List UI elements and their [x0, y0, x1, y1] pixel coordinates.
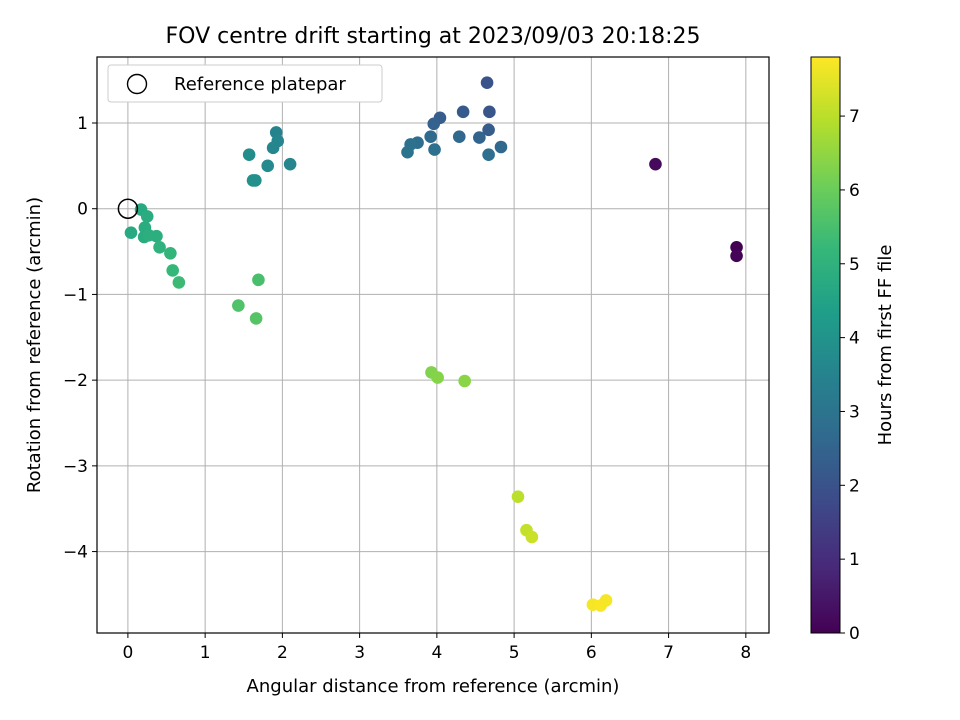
y-tick-label: −3	[63, 457, 88, 477]
data-point	[649, 157, 662, 171]
data-point	[482, 148, 495, 162]
data-point	[482, 123, 495, 137]
data-point	[458, 374, 471, 388]
data-point	[172, 276, 186, 289]
x-tick-label: 7	[663, 643, 674, 663]
data-point	[166, 264, 179, 277]
data-point	[525, 530, 539, 544]
colorbar-tick-label: 1	[849, 550, 860, 570]
y-tick-label: 0	[77, 200, 88, 220]
colorbar-tick-label: 7	[849, 107, 860, 127]
data-point	[232, 299, 245, 312]
data-point	[480, 76, 494, 90]
y-axis-label: Rotation from reference (arcmin)	[24, 197, 45, 493]
data-point	[452, 130, 466, 144]
data-point	[153, 240, 166, 254]
x-tick-label: 5	[509, 643, 520, 663]
colorbar-tick-label: 0	[849, 624, 860, 644]
data-point	[424, 130, 437, 144]
grid-lines	[97, 57, 769, 633]
y-tick-label: −2	[63, 371, 88, 391]
data-points	[124, 76, 743, 612]
legend: Reference platepar	[107, 64, 383, 103]
legend-entry-reference: Reference platepar	[174, 74, 346, 95]
data-point	[494, 140, 508, 154]
x-tick-label: 6	[586, 643, 597, 663]
colorbar-ticks: 0 1 2 3 4 5 6 7	[840, 107, 860, 644]
colorbar-tick-label: 3	[849, 402, 860, 422]
data-point	[456, 105, 470, 119]
data-point	[252, 273, 265, 287]
x-axis-label: Angular distance from reference (arcmin)	[247, 676, 620, 697]
data-point	[428, 143, 441, 156]
legend-reference-marker	[126, 73, 148, 95]
y-tick-label: 1	[77, 114, 88, 134]
colorbar-gradient	[810, 56, 841, 634]
legend-box	[107, 64, 383, 103]
data-point	[266, 141, 280, 155]
y-tick-label: −1	[63, 285, 88, 305]
data-point	[401, 145, 414, 159]
x-tick-label: 0	[122, 643, 133, 663]
data-point	[249, 174, 262, 187]
data-point	[427, 117, 441, 131]
data-point	[431, 371, 444, 384]
colorbar-tick-label: 2	[849, 476, 860, 496]
data-point	[511, 490, 525, 504]
data-point	[249, 312, 263, 325]
x-tick-label: 3	[354, 643, 365, 663]
data-point	[483, 105, 496, 119]
data-point	[242, 148, 256, 162]
data-point	[142, 228, 156, 242]
data-point	[261, 159, 275, 173]
plot-frame	[96, 56, 770, 634]
data-point	[124, 226, 138, 240]
reference-platepar-marker	[117, 198, 139, 219]
reference-marker-layer	[117, 198, 139, 219]
data-point	[730, 249, 743, 263]
data-point	[473, 131, 486, 144]
x-ticks: 0 1 2 3 4 5 6 7 8	[122, 633, 751, 663]
data-point	[140, 210, 154, 223]
data-point	[283, 157, 297, 171]
x-tick-label: 8	[740, 643, 751, 663]
chart-title: FOV centre drift starting at 2023/09/03 …	[166, 24, 701, 49]
x-tick-label: 4	[431, 643, 442, 663]
data-point	[164, 246, 177, 260]
colorbar-tick-label: 4	[849, 329, 860, 349]
x-tick-label: 2	[277, 643, 288, 663]
colorbar: 0 1 2 3 4 5 6 7 Hours from first FF file	[810, 56, 896, 644]
colorbar-tick-label: 6	[849, 181, 860, 201]
data-point	[599, 594, 613, 607]
x-tick-label: 1	[200, 643, 211, 663]
y-ticks: 1 0 −1 −2 −3 −4	[63, 114, 97, 563]
colorbar-label: Hours from first FF file	[875, 245, 896, 446]
y-tick-label: −4	[63, 543, 88, 563]
colorbar-tick-label: 5	[849, 255, 860, 275]
